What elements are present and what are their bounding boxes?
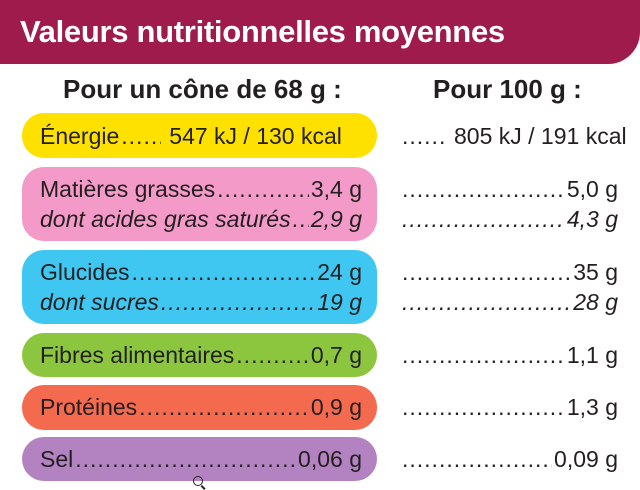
acides-gras-satures-row-portion: dont acides gras saturés 2,9 g	[40, 205, 362, 233]
leader-dots	[402, 445, 552, 473]
sucres-100g-value: 28 g	[573, 289, 618, 315]
glucides-label: Glucides	[40, 259, 130, 285]
proteines-row-100g: 1,3 g	[400, 393, 618, 421]
fibres-label: Fibres alimentaires	[40, 342, 235, 368]
leader-dots	[402, 205, 565, 233]
leader-dots	[75, 445, 296, 473]
acides-gras-satures-portion-value: 2,9 g	[310, 206, 362, 232]
leader-dots	[161, 288, 315, 316]
glucides-portion-value: 24 g	[317, 259, 362, 285]
fibres-row-100g: 1,1 g	[400, 341, 618, 369]
zoom-in-icon	[193, 476, 203, 486]
header-per-100g: Pour 100 g :	[433, 74, 582, 104]
acides-gras-satures-label: dont acides gras saturés	[40, 206, 291, 232]
fibres-portion-value: 0,7 g	[310, 342, 362, 368]
proteines-portion-value: 0,9 g	[310, 394, 362, 420]
sucres-portion-value: 19 g	[317, 289, 362, 315]
proteines-100g-value: 1,3 g	[566, 394, 618, 420]
acides-gras-satures-row-100g: 4,3 g	[400, 205, 618, 233]
sel-row-100g: 0,09 g	[400, 445, 618, 473]
leader-dots	[402, 258, 571, 286]
energie-100g-value: 805 kJ / 191 kcal	[454, 123, 627, 149]
leader-dots	[139, 393, 309, 421]
matieres-grasses-row-100g: 5,0 g	[400, 175, 618, 203]
fibres-row-portion: Fibres alimentaires 0,7 g	[40, 341, 362, 369]
matieres-grasses-row-portion: Matières grasses 3,4 g	[40, 175, 362, 203]
sucres-label: dont sucres	[40, 289, 159, 315]
sel-portion-value: 0,06 g	[298, 446, 362, 472]
sel-100g-value: 0,09 g	[554, 446, 618, 472]
fibres-pill	[22, 333, 377, 377]
energie-row-100g: 805 kJ / 191 kcal	[400, 122, 627, 150]
sel-row-portion: Sel 0,06 g	[40, 445, 362, 473]
page-title: Valeurs nutritionnelles moyennes	[20, 14, 505, 49]
sucres-row-portion: dont sucres 19 g	[40, 288, 362, 316]
glucides-row-100g: 35 g	[400, 258, 618, 286]
leader-dots	[402, 288, 571, 316]
fibres-100g-value: 1,1 g	[566, 342, 618, 368]
header-per-portion: Pour un cône de 68 g :	[63, 74, 342, 104]
acides-gras-satures-100g-value: 4,3 g	[566, 206, 618, 232]
matieres-grasses-pill	[22, 167, 377, 241]
matieres-grasses-100g-value: 5,0 g	[566, 176, 618, 202]
leader-dots	[293, 205, 309, 233]
glucides-row-portion: Glucides 24 g	[40, 258, 362, 286]
sel-label: Sel	[40, 446, 74, 472]
leader-dots	[402, 122, 446, 150]
sucres-row-100g: 28 g	[400, 288, 618, 316]
leader-dots	[402, 175, 565, 203]
energie-label: Énergie	[40, 123, 120, 149]
proteines-row-portion: Protéines 0,9 g	[40, 393, 362, 421]
energie-portion-value: 547 kJ / 130 kcal	[169, 123, 342, 149]
title-bar: Valeurs nutritionnelles moyennes	[0, 0, 640, 64]
energie-row-portion: Énergie 547 kJ / 130 kcal	[40, 122, 362, 150]
leader-dots	[121, 122, 161, 150]
energie-pill	[22, 113, 377, 158]
proteines-label: Protéines	[40, 394, 138, 420]
leader-dots	[217, 175, 309, 203]
matieres-grasses-portion-value: 3,4 g	[310, 176, 362, 202]
leader-dots	[131, 258, 315, 286]
matieres-grasses-label: Matières grasses	[40, 176, 216, 202]
leader-dots	[402, 341, 565, 369]
glucides-100g-value: 35 g	[573, 259, 618, 285]
leader-dots	[402, 393, 565, 421]
leader-dots	[236, 341, 309, 369]
